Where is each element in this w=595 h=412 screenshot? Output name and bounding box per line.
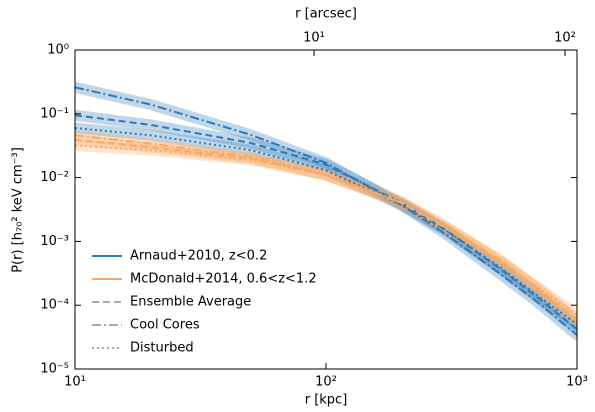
y-tick-label: 10⁻¹ <box>40 106 69 121</box>
y-axis-label: P(r) [h₇₀² keV cm⁻³] <box>11 147 26 273</box>
y-tick-label: 10⁻⁵ <box>40 362 69 377</box>
x2-tick-label: 10¹ <box>303 31 325 46</box>
x2-tick-label: 10² <box>554 31 576 46</box>
y-tick-label: 10⁻² <box>40 170 69 185</box>
legend-label: Arnaud+2010, z<0.2 <box>130 249 267 264</box>
x-tick-label: 10³ <box>566 375 588 390</box>
legend-label: McDonald+2014, 0.6<z<1.2 <box>130 272 317 287</box>
legend-label: Disturbed <box>130 341 194 356</box>
x-tick-label: 10¹ <box>64 375 86 390</box>
x2-axis-label: r [arcsec] <box>295 7 357 22</box>
x-axis-label: r [kpc] <box>305 393 348 408</box>
legend-label: Cool Cores <box>130 318 200 333</box>
profile-line <box>75 134 577 323</box>
y-tick-label: 10⁰ <box>47 43 69 58</box>
legend-label: Ensemble Average <box>130 295 251 310</box>
profile-line <box>75 86 577 336</box>
x-tick-label: 10² <box>315 375 337 390</box>
y-tick-label: 10⁻⁴ <box>40 298 69 313</box>
band <box>75 122 577 330</box>
y-tick-label: 10⁻³ <box>40 234 69 249</box>
